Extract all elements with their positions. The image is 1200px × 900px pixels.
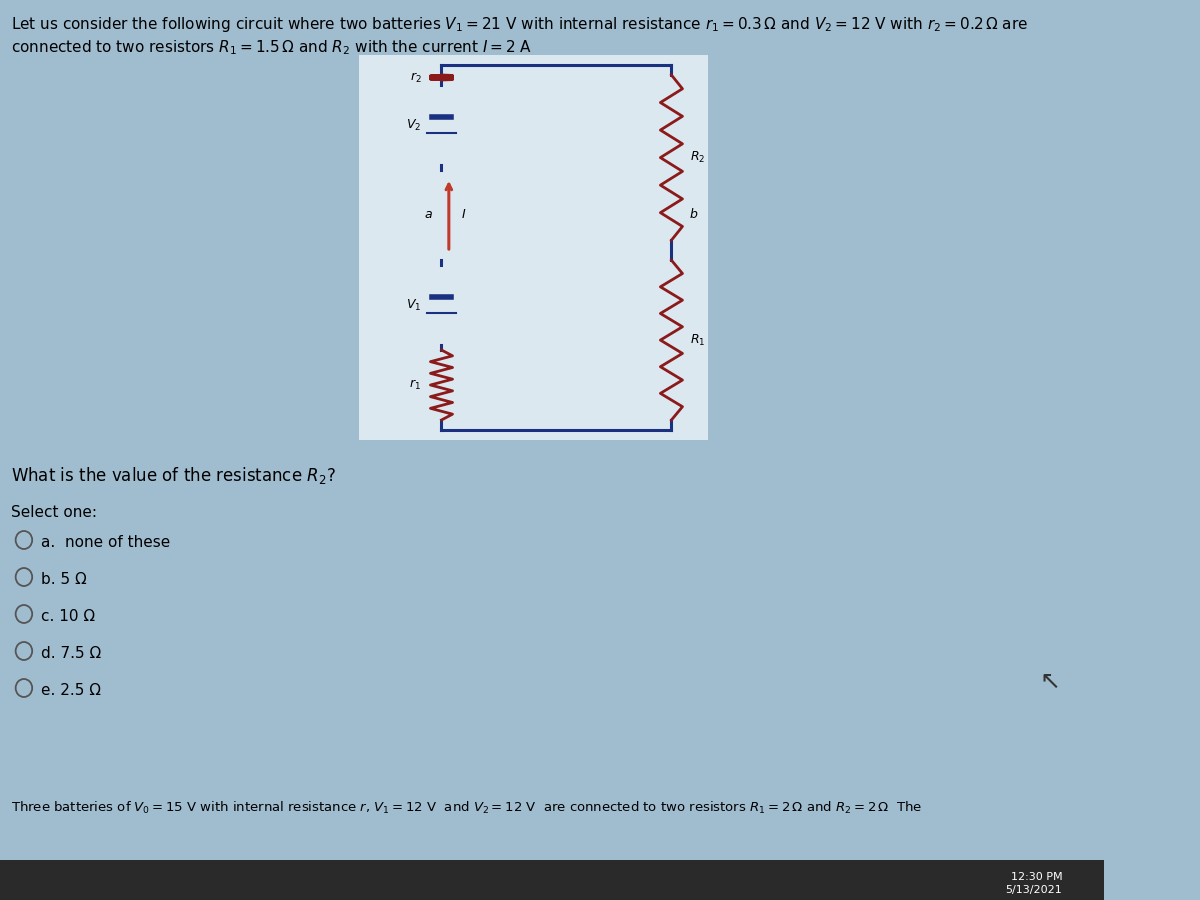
Text: What is the value of the resistance $R_2$?: What is the value of the resistance $R_2…: [11, 465, 336, 486]
Text: b. 5 Ω: b. 5 Ω: [41, 572, 88, 587]
Text: e. 2.5 Ω: e. 2.5 Ω: [41, 683, 101, 698]
Text: d. 7.5 Ω: d. 7.5 Ω: [41, 646, 102, 661]
Text: ↖: ↖: [1039, 670, 1061, 694]
Text: c. 10 Ω: c. 10 Ω: [41, 609, 96, 624]
Text: $V_1$: $V_1$: [406, 297, 421, 312]
Text: $r_2$: $r_2$: [409, 70, 421, 85]
Text: b: b: [690, 209, 697, 221]
Text: I: I: [462, 209, 466, 221]
Text: $R_2$: $R_2$: [690, 150, 706, 166]
Text: a: a: [425, 209, 432, 221]
Bar: [359, 55, 708, 440]
Bar: [0, 860, 1104, 900]
Text: 12:30 PM: 12:30 PM: [1010, 872, 1062, 882]
Text: Select one:: Select one:: [11, 505, 97, 520]
Text: Let us consider the following circuit where two batteries $V_1 = 21$ V with inte: Let us consider the following circuit wh…: [11, 15, 1028, 34]
Text: $V_2$: $V_2$: [406, 118, 421, 132]
Text: $r_1$: $r_1$: [409, 378, 421, 392]
Text: connected to two resistors $R_1 = 1.5\,\Omega$ and $R_2$ with the current $I = 2: connected to two resistors $R_1 = 1.5\,\…: [11, 38, 533, 57]
Text: $R_1$: $R_1$: [690, 333, 706, 347]
Text: 5/13/2021: 5/13/2021: [1006, 885, 1062, 895]
Text: a.  none of these: a. none of these: [41, 535, 170, 550]
Text: Three batteries of $V_0 = 15$ V with internal resistance $r$, $V_1 = 12$ V  and : Three batteries of $V_0 = 15$ V with int…: [11, 800, 922, 816]
